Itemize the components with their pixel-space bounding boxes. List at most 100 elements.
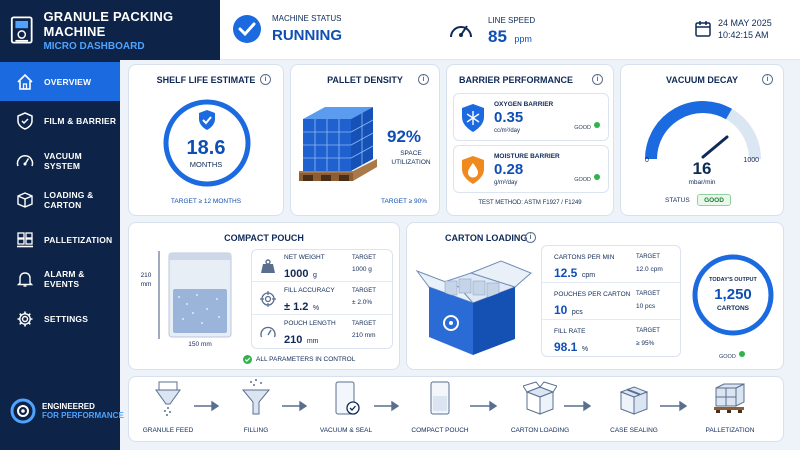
metric-value: ± 1.2 [284, 301, 309, 313]
shelf-life-unit: MONTHS [189, 160, 223, 169]
shield-icon [17, 112, 33, 130]
metric-label: NET WEIGHT [284, 254, 325, 261]
metric-unit: mm [306, 338, 319, 345]
info-icon[interactable]: i [260, 74, 271, 85]
weight-icon [261, 259, 275, 273]
pallet-density-target: TARGET ≥ 90% [381, 198, 427, 205]
process-step-case-sealing[interactable]: CASE SEALING [594, 378, 674, 434]
barrier-performance-card: BARRIER PERFORMANCE i OXYGEN BARRIER 0.3… [446, 64, 614, 216]
metric-label: POUCH LENGTH [284, 320, 336, 327]
process-step-palletization[interactable]: PALLETIZATION [690, 378, 770, 434]
footer-brand: ENGINEERED FOR PERFORMANCE [10, 398, 124, 424]
check-circle-icon [243, 355, 252, 364]
vacuum-gauge [645, 101, 761, 160]
metric-unit: % [581, 346, 589, 353]
target-value: ± 2.0% [352, 299, 373, 306]
pallet-density-value: 92% [387, 127, 422, 146]
carton-metrics: CARTONS PER MIN 12.5 cpm TARGET 12.0 cpm… [541, 245, 681, 357]
current-date: 24 MAY 2025 [718, 18, 772, 28]
sidebar-item-label: PALLETIZATION [44, 234, 113, 245]
line-speed-unit: ppm [514, 34, 532, 44]
target-value: 210 mm [352, 332, 376, 339]
process-step-label: COMPACT POUCH [411, 427, 469, 434]
footer-line1: ENGINEERED [42, 402, 95, 411]
metric-unit: g [312, 272, 317, 279]
calendar-icon [695, 21, 711, 37]
hopper-icon [155, 381, 181, 416]
info-icon[interactable]: i [418, 74, 429, 85]
moisture-barrier-value: 0.28 [494, 161, 524, 178]
target-label: TARGET [352, 288, 376, 294]
shelf-life-card: SHELF LIFE ESTIMATE i 18.6 MONTHS TARGET… [128, 64, 284, 216]
target-label: TARGET [636, 254, 660, 260]
top-bar: MACHINE STATUS RUNNING LINE SPEED 85 ppm… [220, 0, 800, 60]
vacuum-decay-value: 16 [692, 159, 712, 178]
pouch-status: ALL PARAMETERS IN CONTROL [256, 356, 356, 363]
info-icon[interactable]: i [592, 74, 603, 85]
bell-icon [16, 272, 34, 287]
sidebar-item-alarm-events[interactable]: ALARM & EVENTS [0, 260, 120, 299]
pouch-icon [430, 381, 450, 415]
speedometer-icon [450, 25, 472, 38]
process-step-label: PALLETIZATION [705, 427, 755, 434]
machine-status-value: RUNNING [272, 27, 342, 44]
status-dot [738, 350, 745, 357]
machine-status-label: MACHINE STATUS [272, 14, 342, 23]
line-speed-value: 85 [488, 27, 507, 46]
process-step-label: CARTON LOADING [510, 427, 570, 434]
sidebar-item-vacuum-system[interactable]: VACUUM SYSTEM [0, 141, 120, 180]
pouch-width: 150 mm [169, 341, 231, 348]
sidebar-item-loading-carton[interactable]: LOADING & CARTON [0, 181, 120, 220]
pouch-metric-row: POUCH LENGTH 210 mm TARGET 210 mm [252, 316, 392, 348]
target-value: 12.0 cpm [636, 266, 663, 273]
process-step-vacuum-seal[interactable]: VACUUM & SEAL [306, 378, 386, 434]
metric-value: 12.5 [554, 266, 578, 280]
output-label: TODAY'S OUTPUT [709, 277, 757, 283]
pallet-density-label1: SPACE [400, 150, 422, 157]
sidebar-item-film-barrier[interactable]: FILM & BARRIER [0, 102, 120, 141]
gauge-max: 1000 [743, 157, 759, 164]
metric-value: 98.1 [554, 340, 578, 354]
funnel-icon [241, 379, 271, 415]
pallet-density-card: PALLET DENSITY i 92% SPACE UTILIZATION T… [290, 64, 440, 216]
output-value: 1,250 [714, 286, 752, 303]
sidebar-item-label: ALARM & EVENTS [44, 269, 85, 289]
metric-label: POUCHES PER CARTON [554, 291, 631, 298]
sidebar-item-overview[interactable]: OVERVIEW [0, 62, 120, 101]
sidebar-item-label: VACUUM SYSTEM [44, 150, 82, 171]
footer-line2: FOR PERFORMANCE [42, 411, 124, 420]
pouch-height-value: 210 [140, 272, 152, 279]
open-box-icon [522, 381, 558, 415]
process-step-compact-pouch[interactable]: COMPACT POUCH [400, 378, 480, 434]
process-step-label: CASE SEALING [610, 427, 658, 434]
sealed-box-icon [619, 386, 649, 415]
metric-value: 210 [284, 334, 303, 346]
process-step-granule-feed[interactable]: GRANULE FEED [128, 378, 208, 434]
target-value: ≥ 95% [636, 340, 655, 347]
carton-status: GOOD [719, 354, 736, 360]
oxygen-barrier-label: OXYGEN BARRIER [494, 101, 554, 108]
shield-check-icon [199, 110, 215, 130]
oxygen-barrier-value: 0.35 [494, 109, 524, 126]
target-icon [260, 291, 276, 307]
info-icon[interactable]: i [762, 74, 773, 85]
check-circle-icon [233, 15, 261, 43]
metric-label: FILL RATE [554, 328, 586, 335]
carton-illustration [415, 260, 532, 355]
moisture-barrier-label: MOISTURE BARRIER [494, 153, 560, 160]
vacuum-decay-card: VACUUM DECAY i 0 1000 16 mbar/min STATUS… [620, 64, 784, 216]
card-title: VACUUM DECAY [665, 75, 738, 85]
process-step-filling[interactable]: FILLING [216, 378, 296, 434]
sidebar-item-label: SETTINGS [44, 313, 89, 324]
info-icon[interactable]: i [525, 232, 536, 243]
shelf-life-ring [163, 99, 251, 187]
pouch-metrics: NET WEIGHT 1000 g TARGET 1000 g FILL ACC… [251, 249, 393, 349]
process-step-carton-loading[interactable]: CARTON LOADING [500, 378, 580, 434]
status-dot [594, 173, 600, 180]
metric-unit: % [312, 305, 320, 312]
process-step-label: FILLING [243, 427, 269, 434]
sidebar-item-settings[interactable]: SETTINGS [0, 299, 120, 338]
carton-metric-row: CARTONS PER MIN 12.5 cpm TARGET 12.0 cpm [542, 246, 680, 283]
pouch-height: 210 mm [137, 271, 155, 289]
sidebar-item-palletization[interactable]: PALLETIZATION [0, 220, 120, 259]
